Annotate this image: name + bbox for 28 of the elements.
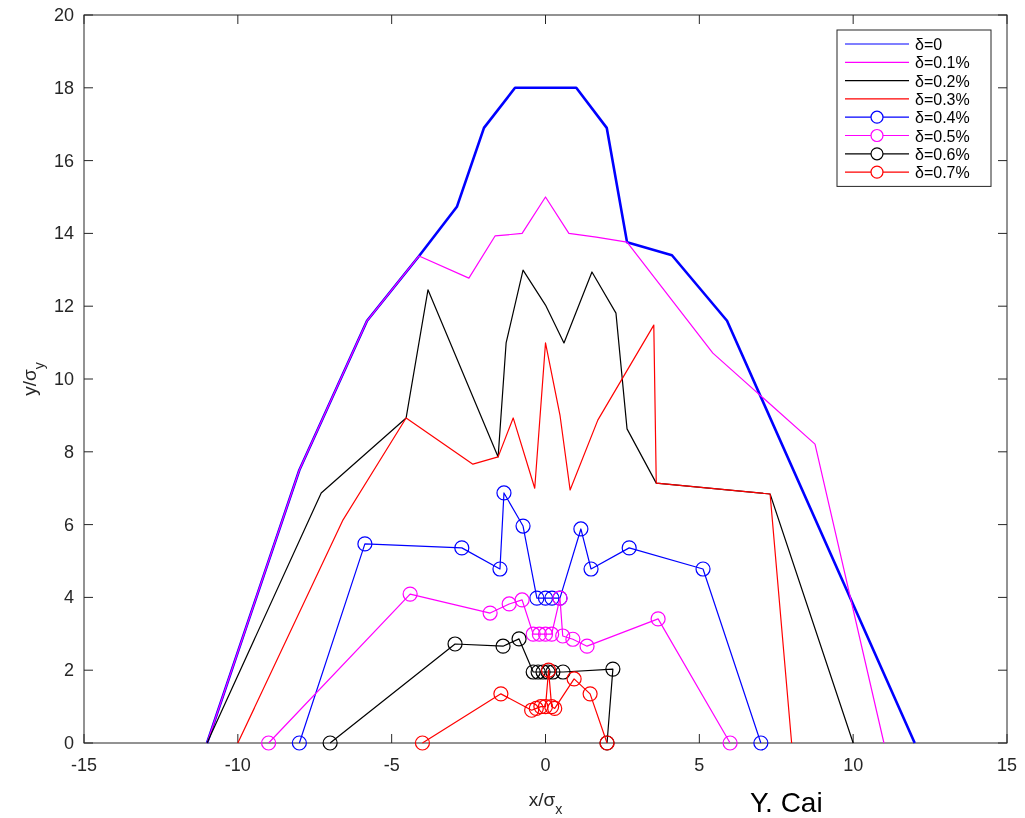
y-tick-label: 14	[53, 223, 74, 244]
legend-label: δ=0.2%	[915, 72, 970, 90]
y-tick-label: 2	[63, 660, 74, 681]
x-axis-title: x/σ$_{x}$	[528, 789, 563, 817]
legend-label: δ=0.4%	[915, 109, 970, 127]
y-tick-label: 10	[53, 369, 74, 389]
legend-label: δ=0	[915, 36, 943, 53]
y-tick-label: 0	[63, 733, 74, 753]
legend-label: δ=0.6%	[915, 145, 970, 163]
legend-label: δ=0.1%	[915, 54, 970, 72]
text: Y. Cai	[750, 787, 823, 818]
y-tick-label: 18	[53, 77, 74, 98]
legend-label: δ=0.7%	[915, 164, 970, 182]
legend-label: δ=0.5%	[915, 127, 970, 145]
y-tick-label: 20	[53, 5, 74, 25]
y-tick-label: 16	[53, 150, 74, 171]
y-tick-label: 4	[63, 587, 74, 608]
x-tick-label: 0	[540, 755, 551, 775]
y-tick-label: 8	[63, 441, 74, 462]
x-tick-label: -5	[383, 755, 400, 775]
x-tick-label: 15	[996, 755, 1018, 775]
y-tick-label: 12	[53, 296, 74, 317]
x-tick-label: -15	[70, 755, 98, 775]
x-tick-label: 10	[843, 755, 864, 775]
legend-label: δ=0.3%	[915, 90, 970, 108]
y-tick-label: 6	[63, 514, 74, 535]
x-tick-label: 5	[694, 755, 705, 775]
x-tick-label: -10	[224, 755, 251, 775]
